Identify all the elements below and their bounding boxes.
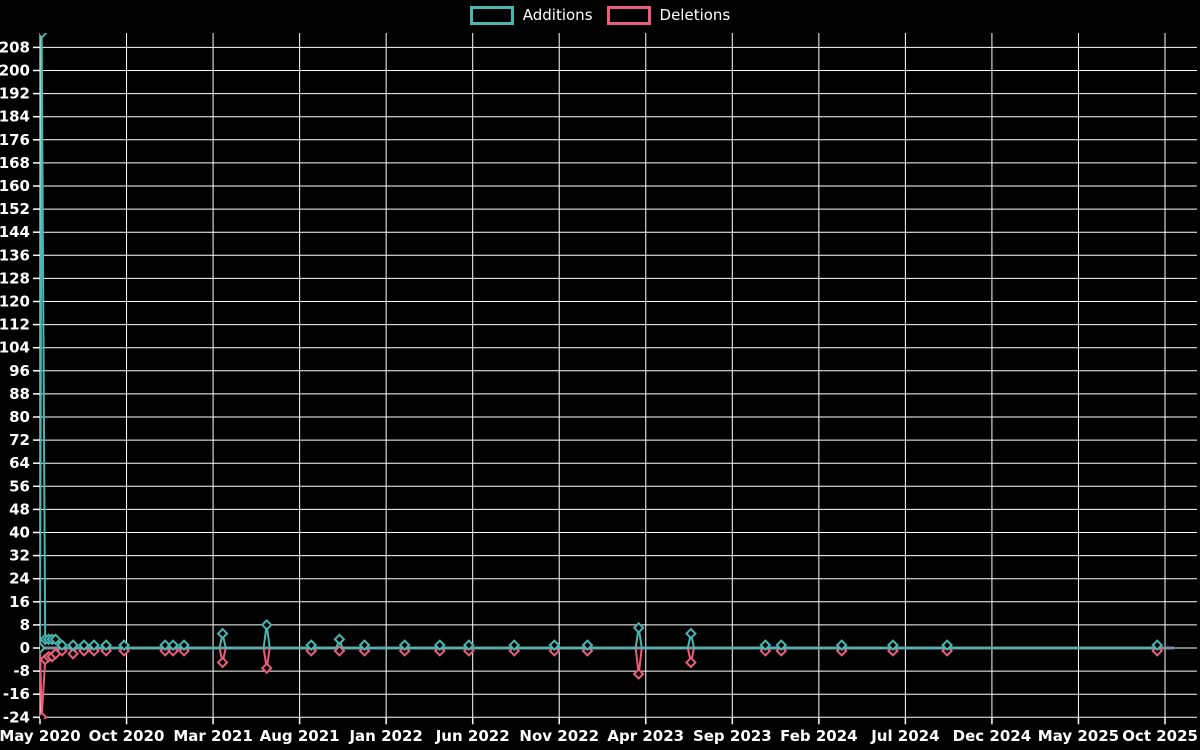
data-series	[40, 33, 1164, 719]
additions-marker	[167, 639, 180, 652]
x-tick-label: Sep 2023	[693, 727, 772, 745]
deletions-line	[40, 647, 1158, 719]
y-tick-label: 64	[9, 454, 30, 472]
additions-marker	[216, 627, 229, 640]
deletions-marker	[40, 711, 48, 719]
deletions-marker	[333, 644, 346, 657]
deletions-marker	[216, 656, 229, 669]
additions-marker	[462, 639, 475, 652]
additions-marker	[49, 633, 62, 646]
additions-marker	[305, 639, 318, 652]
additions-marker	[159, 639, 172, 652]
additions-marker	[759, 639, 772, 652]
legend-item-additions[interactable]: Additions	[469, 6, 593, 25]
x-tick-label: May 2020	[0, 727, 81, 745]
additions-marker	[358, 639, 371, 652]
x-tick-label: Jul 2024	[870, 727, 939, 745]
additions-marker	[835, 639, 848, 652]
y-tick-label: 176	[0, 131, 30, 149]
additions-marker	[56, 639, 68, 652]
y-tick-label: 0	[20, 639, 30, 657]
x-tick-label: Aug 2021	[260, 727, 340, 745]
y-tick-label: 8	[20, 616, 30, 634]
x-tick-label: Feb 2024	[780, 727, 858, 745]
additions-swatch-icon	[469, 6, 514, 25]
gridlines	[39, 33, 1197, 718]
y-tick-label: 80	[9, 408, 30, 426]
additions-marker	[118, 639, 131, 652]
y-tick-label: 208	[0, 38, 30, 56]
additions-marker	[260, 618, 273, 631]
y-tick-label: 24	[9, 570, 30, 588]
y-tick-label: 200	[0, 62, 30, 80]
additions-marker	[178, 639, 190, 652]
x-tick-label: Jan 2022	[348, 727, 422, 745]
additions-marker	[508, 639, 521, 652]
y-tick-label: -8	[13, 662, 30, 680]
additions-marker	[88, 639, 100, 652]
y-tick-label: 128	[0, 269, 30, 287]
y-tick-label: 56	[9, 477, 30, 495]
y-tick-label: 136	[0, 246, 30, 264]
additions-marker	[78, 639, 90, 652]
y-tick-label: 160	[0, 177, 30, 195]
additions-legend-label: Additions	[522, 6, 593, 24]
y-tick-label: 72	[9, 431, 30, 449]
y-tick-label: -24	[3, 708, 30, 726]
additions-marker	[581, 639, 594, 652]
y-tick-label: 88	[9, 385, 30, 403]
y-tick-label: 184	[0, 108, 30, 126]
y-tick-label: 104	[0, 339, 30, 357]
additions-marker	[433, 639, 446, 652]
y-tick-label: -16	[3, 685, 30, 703]
additions-marker	[1151, 639, 1164, 652]
additions-marker	[685, 627, 697, 640]
x-axis-labels: May 2020 Oct 2020 Mar 2021 Aug 2021 Jan 2022…	[0, 727, 1198, 745]
additions-marker	[941, 639, 954, 652]
additions-marker	[887, 639, 899, 652]
x-tick-label: Nov 2022	[519, 727, 599, 745]
y-tick-label: 144	[0, 223, 30, 241]
y-axis-labels: -24 -16 -8 0 8 16 24 32 40 48 56 64 72 80 88 96 104 112 12…	[0, 38, 30, 726]
x-tick-label: Dec 2024	[953, 727, 1032, 745]
chart-legend: Additions Deletions	[0, 6, 1200, 25]
x-tick-label: Mar 2021	[173, 727, 252, 745]
y-tick-label: 48	[9, 500, 30, 518]
legend-item-deletions[interactable]: Deletions	[606, 6, 731, 25]
y-tick-label: 168	[0, 154, 30, 172]
axis-ticks	[33, 46, 1166, 725]
additions-marker	[775, 639, 788, 652]
y-tick-label: 32	[9, 547, 30, 565]
x-tick-label: Jun 2022	[435, 727, 510, 745]
additions-marker	[100, 639, 113, 652]
additions-marker	[67, 639, 79, 652]
y-tick-label: 16	[9, 593, 30, 611]
y-tick-label: 40	[9, 524, 30, 542]
x-tick-label: May 2025	[1038, 727, 1119, 745]
additions-marker	[632, 621, 645, 634]
additions-marker	[40, 33, 48, 39]
deletions-legend-label: Deletions	[659, 6, 731, 24]
y-tick-label: 120	[0, 293, 30, 311]
additions-marker	[548, 639, 561, 652]
deletions-marker	[260, 662, 273, 675]
y-tick-label: 152	[0, 200, 30, 218]
y-tick-label: 112	[0, 316, 30, 334]
y-tick-label: 192	[0, 85, 30, 103]
deletions-swatch-icon	[606, 6, 651, 25]
x-tick-label: Apr 2023	[607, 727, 684, 745]
additions-marker	[40, 642, 46, 654]
deletions-marker	[685, 656, 697, 669]
additions-marker	[398, 639, 411, 652]
x-tick-label: Oct 2025	[1122, 727, 1198, 745]
deletions-marker	[632, 668, 645, 680]
deletions-marker	[67, 647, 79, 660]
x-tick-label: Oct 2020	[89, 727, 165, 745]
y-tick-label: 96	[9, 362, 30, 380]
additions-marker	[333, 633, 346, 646]
